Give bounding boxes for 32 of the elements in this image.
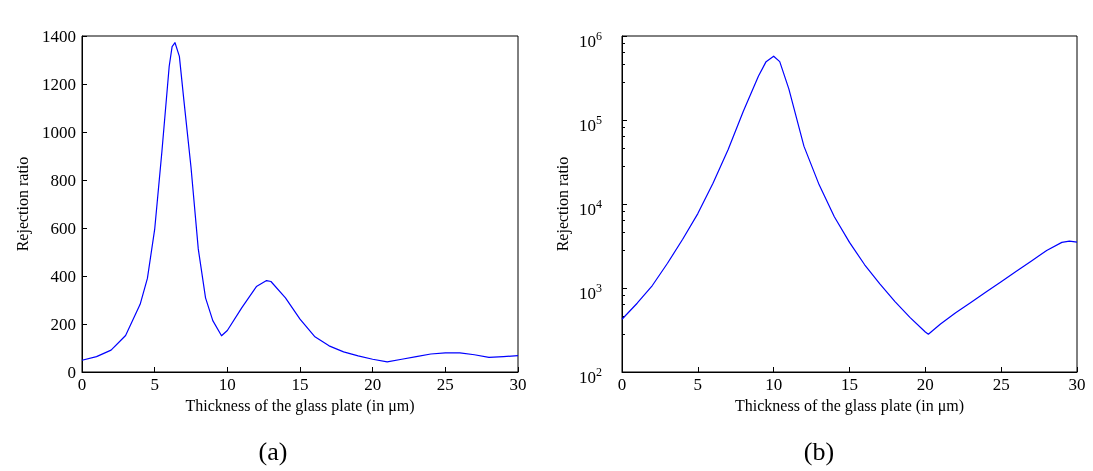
y-tick-label: 1000 <box>42 122 76 142</box>
x-tick-label: 30 <box>509 375 527 394</box>
y-tick-label: 800 <box>50 170 76 190</box>
x-tick-label: 20 <box>916 375 934 394</box>
x-axis-title: Thickness of the glass plate (in μm) <box>185 397 415 416</box>
x-tick-label: 10 <box>765 375 783 394</box>
y-axis-title: Rejection ratio <box>13 156 32 252</box>
x-tick-label: 25 <box>992 375 1010 394</box>
x-tick-label: 0 <box>617 375 627 394</box>
x-tick-label: 10 <box>218 375 236 394</box>
y-tick-label: 1400 <box>42 26 76 46</box>
text: (a) <box>257 437 289 467</box>
y-tick-label: 10$^{2}$ <box>579 364 602 388</box>
x-tick-label: 30 <box>1068 375 1086 394</box>
text: (b) <box>802 437 836 467</box>
y-tick-label: 600 <box>50 218 76 238</box>
x-tick-label: 5 <box>150 375 159 394</box>
y-tick-label: 400 <box>50 266 76 286</box>
x-axis-title: Thickness of the glass plate (in μm) <box>735 397 964 416</box>
y-tick-label: 1200 <box>42 74 76 94</box>
y-axis-title: Rejection ratio <box>553 156 572 252</box>
x-tick-label: 15 <box>841 375 858 394</box>
y-tick-label: 10$^{5}$ <box>579 112 602 136</box>
line-series <box>81 42 519 363</box>
x-tick-label: 20 <box>364 375 382 394</box>
x-tick-label: 5 <box>693 375 703 394</box>
x-tick-label: 25 <box>436 375 454 394</box>
y-tick-label: 10$^{6}$ <box>579 28 602 52</box>
y-tick-label: 10$^{4}$ <box>579 196 602 220</box>
x-tick-label: 15 <box>291 375 309 394</box>
y-tick-label: 200 <box>50 314 76 334</box>
y-tick-label: 10$^{3}$ <box>579 280 602 304</box>
